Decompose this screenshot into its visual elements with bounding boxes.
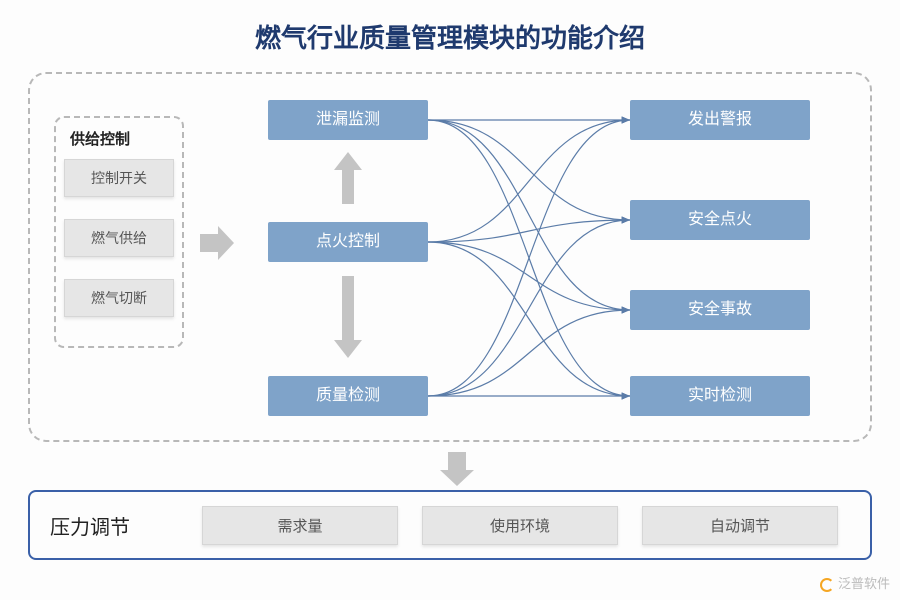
right-node-alarm: 发出警报 — [630, 100, 810, 140]
center-node-ignition: 点火控制 — [268, 222, 428, 262]
watermark-logo-icon — [820, 578, 834, 592]
bottom-item: 需求量 — [202, 506, 398, 545]
arrow-down-icon — [440, 452, 474, 491]
arrow-down-icon — [334, 276, 362, 363]
watermark-text: 泛普软件 — [838, 576, 890, 591]
bottom-label: 压力调节 — [50, 511, 190, 540]
pressure-regulation-group: 压力调节 需求量 使用环境 自动调节 — [28, 490, 872, 560]
bottom-item: 使用环境 — [422, 506, 618, 545]
right-node-safe-ignite: 安全点火 — [630, 200, 810, 240]
supply-item: 燃气切断 — [64, 279, 174, 317]
right-node-accident: 安全事故 — [630, 290, 810, 330]
page-title: 燃气行业质量管理模块的功能介绍 — [0, 0, 900, 55]
right-node-realtime: 实时检测 — [630, 376, 810, 416]
supply-item: 燃气供给 — [64, 219, 174, 257]
arrow-up-icon — [334, 152, 362, 209]
bottom-item: 自动调节 — [642, 506, 838, 545]
supply-item: 控制开关 — [64, 159, 174, 197]
arrow-right-icon — [200, 226, 234, 265]
center-node-quality: 质量检测 — [268, 376, 428, 416]
supply-control-group: 供给控制 控制开关 燃气供给 燃气切断 — [54, 116, 184, 348]
watermark: 泛普软件 — [820, 573, 890, 592]
center-node-leak: 泄漏监测 — [268, 100, 428, 140]
supply-title: 供给控制 — [64, 128, 174, 149]
